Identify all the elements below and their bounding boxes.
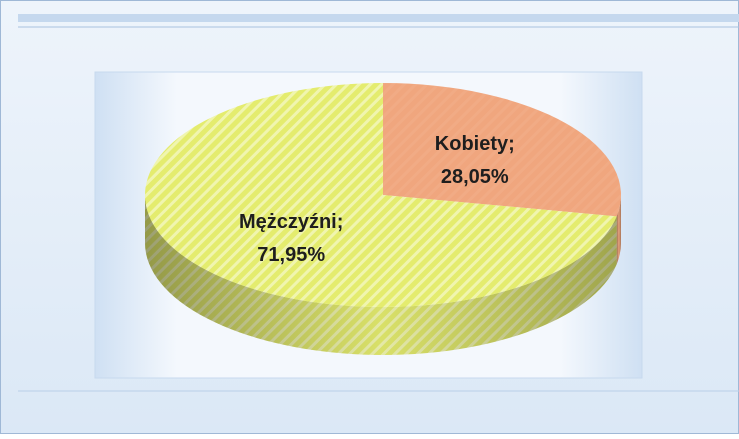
labels: Kobiety; 28,05% Mężczyźni; 71,95%: [239, 133, 515, 266]
side-shade: [145, 195, 617, 356]
label-separator: ;: [337, 211, 344, 233]
data-label: Kobiety;: [435, 133, 515, 155]
data-label: Mężczyźni;: [239, 211, 343, 233]
category-name: Kobiety: [435, 133, 509, 155]
side-shade: [616, 195, 621, 265]
value-label: 28,05%: [441, 166, 509, 188]
value-label: 71,95%: [257, 244, 325, 266]
category-name: Mężczyźni: [239, 211, 337, 233]
slice: [383, 83, 622, 217]
label-separator: ;: [508, 133, 515, 155]
slice: [145, 83, 617, 307]
pie: [145, 83, 622, 356]
top-band: [18, 14, 739, 22]
